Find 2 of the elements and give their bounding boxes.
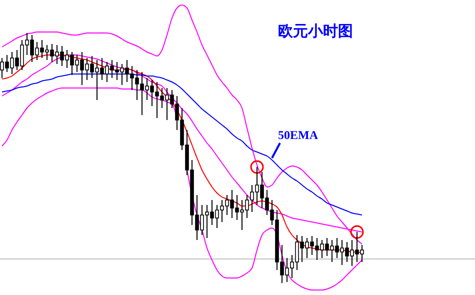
chart-title: 欧元小时图 <box>278 22 353 40</box>
series-label: 50EMA <box>278 128 318 142</box>
